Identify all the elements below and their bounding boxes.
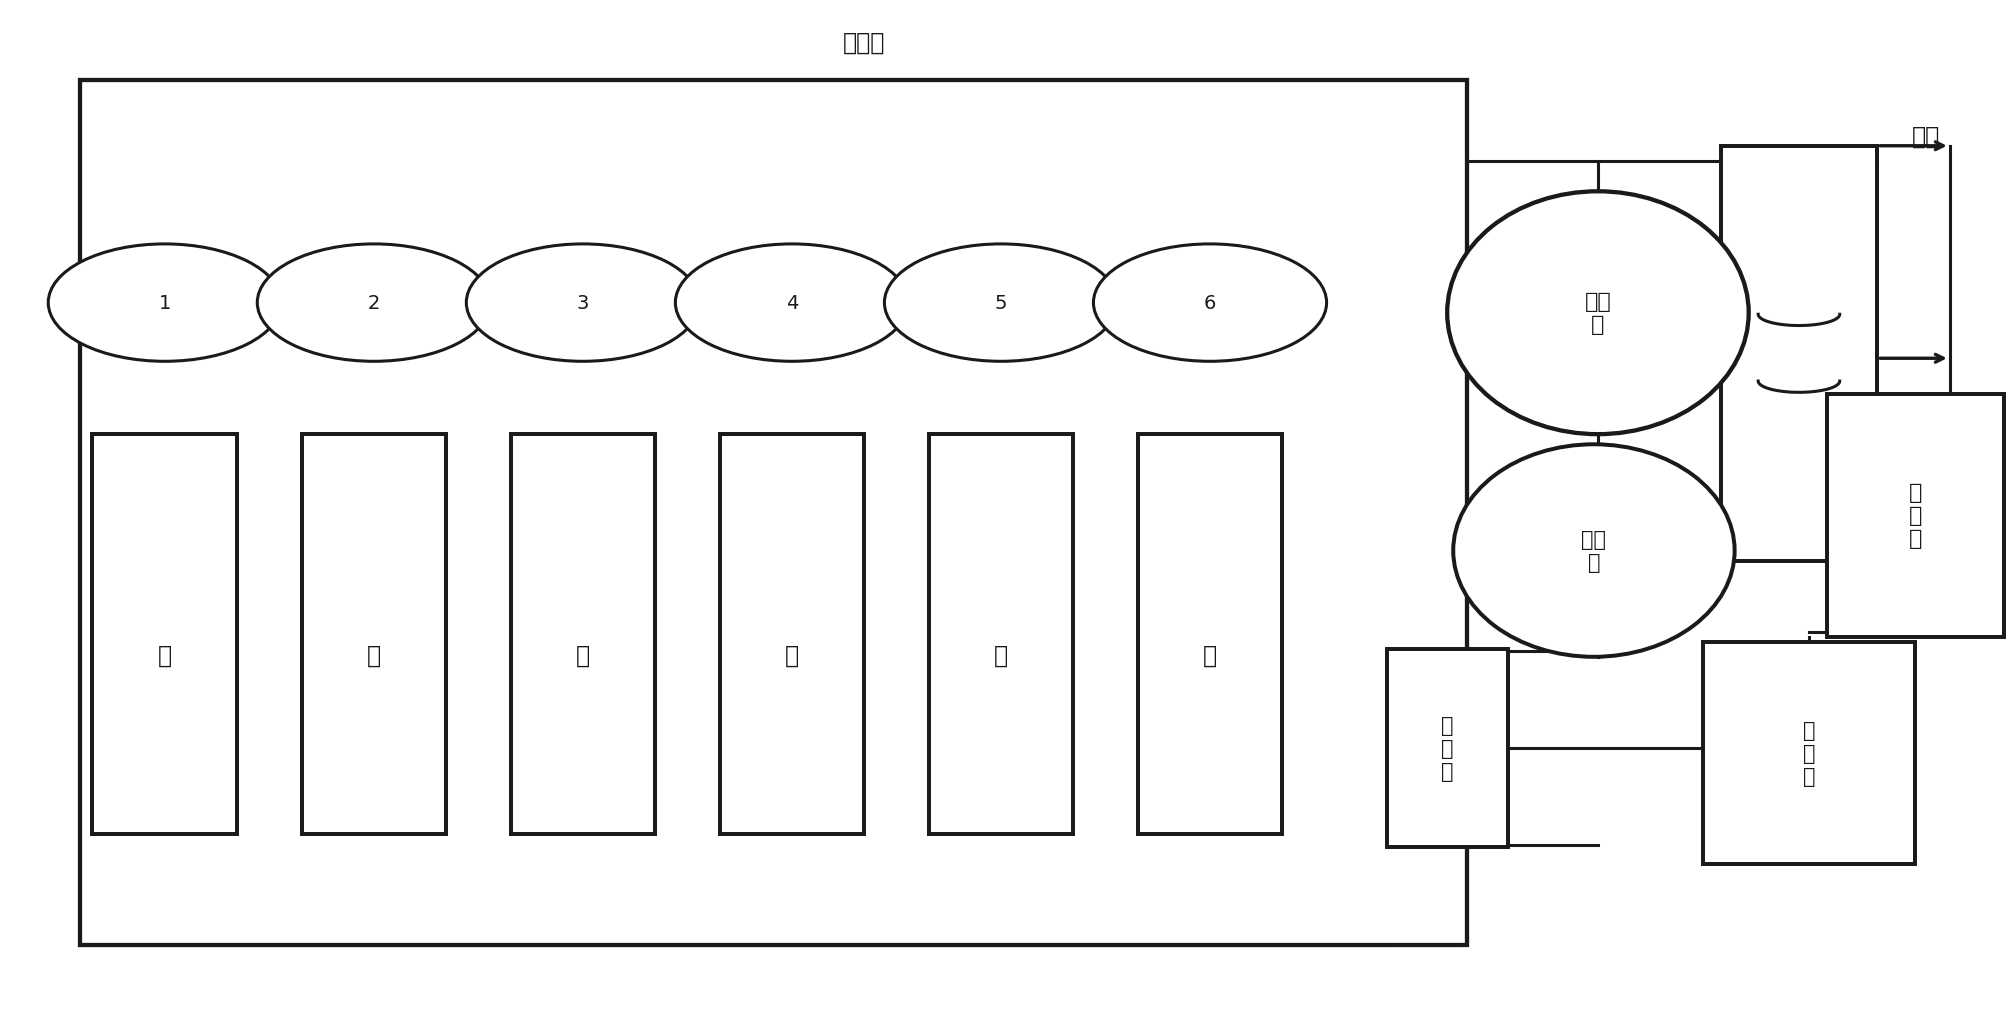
Text: 真空
表: 真空 表 [1582, 530, 1606, 572]
Text: 3: 3 [577, 294, 589, 312]
Text: 一: 一 [157, 643, 173, 666]
Bar [80, 81, 1467, 945]
Text: 6: 6 [1204, 294, 1216, 312]
Ellipse shape [1453, 445, 1735, 657]
Bar [511, 435, 655, 834]
Circle shape [1093, 245, 1327, 362]
Text: 1: 1 [159, 294, 171, 312]
Bar [1387, 649, 1508, 847]
Bar [1827, 394, 2004, 637]
Text: 五: 五 [993, 643, 1009, 666]
Text: 六通
阀: 六通 阀 [1584, 292, 1612, 335]
Text: 4: 4 [786, 294, 798, 312]
Text: 四: 四 [784, 643, 800, 666]
Ellipse shape [1447, 192, 1749, 435]
Bar [1138, 435, 1282, 834]
Bar [92, 435, 237, 834]
Text: 二: 二 [366, 643, 382, 666]
Circle shape [257, 245, 490, 362]
Text: 真
空
泵: 真 空 泵 [1803, 720, 1815, 787]
Circle shape [884, 245, 1118, 362]
Bar [302, 435, 446, 834]
Bar [929, 435, 1073, 834]
Text: 六: 六 [1202, 643, 1218, 666]
Text: 三: 三 [575, 643, 591, 666]
Text: 采样管: 采样管 [842, 30, 886, 55]
Bar [720, 435, 864, 834]
Circle shape [466, 245, 699, 362]
Circle shape [48, 245, 281, 362]
Bar [1721, 147, 1877, 561]
Circle shape [675, 245, 909, 362]
Text: 2: 2 [368, 294, 380, 312]
Text: 5: 5 [995, 294, 1007, 312]
Bar [1704, 642, 1916, 864]
Text: 载气: 载气 [1912, 124, 1940, 149]
Text: 色
谱
仪: 色 谱 仪 [1910, 482, 1922, 549]
Text: 三
通
阀: 三 通 阀 [1441, 715, 1453, 782]
